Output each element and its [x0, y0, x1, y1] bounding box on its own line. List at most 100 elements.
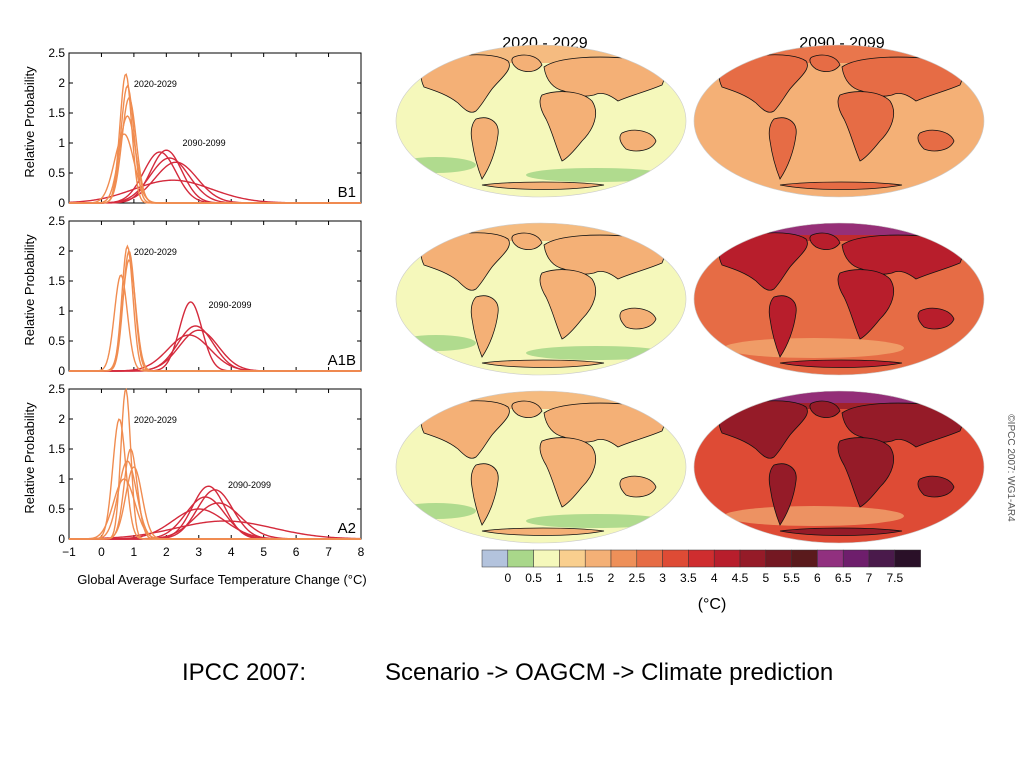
colorbar-swatch: [765, 549, 792, 568]
annotation-2020-2029: 2020-2029: [134, 415, 177, 425]
continent-australia: [619, 307, 657, 330]
x-tick-label: 5: [260, 545, 267, 559]
y-tick-label: 0.5: [48, 502, 65, 516]
ipcc-figure: 0 0.5 1 1.5 2 2.5 2020-2029 2090-2099 B1 0 0.5 1 1.5…: [22, 35, 1016, 613]
y-tick-label: 2: [58, 244, 65, 258]
colorbar-swatch: [584, 549, 612, 568]
copyright-text: ©IPCC 2007: WG1-AR4: [1005, 414, 1016, 522]
pdf-curve-2020-2029: [69, 466, 361, 540]
colorbar-swatch: [610, 549, 638, 568]
colorbar-swatch: [662, 549, 689, 568]
y-tick-label: 2.5: [48, 214, 65, 228]
map-arctic-band: [396, 391, 686, 409]
scenario-label: A1B: [328, 352, 356, 369]
scenario-label: B1: [338, 184, 356, 201]
continent-south-america: [768, 463, 797, 526]
map-cool-band: [396, 503, 476, 519]
continent-antarctica: [481, 527, 605, 536]
colorbar-swatch: [868, 549, 896, 568]
colorbar-swatch: [559, 549, 586, 568]
continent-greenland: [511, 54, 543, 73]
continent-greenland: [511, 232, 543, 251]
map-cool-band: [724, 338, 904, 358]
annotation-2090-2099: 2090-2099: [209, 300, 252, 310]
y-tick-label: 0.5: [48, 334, 65, 348]
continent-antarctica: [779, 181, 903, 190]
x-tick-label: −1: [62, 545, 76, 559]
chart-panel-a2: 00.511.522.5−1 0 1 2 3 4 5 6 7 82020-20292090-209…: [48, 382, 364, 559]
colorbar-swatch: [791, 549, 818, 568]
x-tick-label: 4: [228, 545, 235, 559]
continent-africa: [539, 437, 596, 508]
colorbar-swatch: [688, 549, 715, 568]
map-cool-band: [724, 160, 904, 180]
map-outline: [395, 390, 687, 544]
continent-north-america: [718, 54, 808, 113]
continent-south-america: [470, 295, 499, 358]
colorbar-unit: (°C): [698, 596, 727, 613]
colorbar-swatch: [507, 549, 534, 568]
continent-antarctica: [779, 359, 903, 368]
colorbar-label: 3: [659, 571, 666, 585]
colorbar-label: 1.5: [577, 571, 594, 585]
continent-north-america: [420, 400, 510, 459]
continent-antarctica: [481, 359, 605, 368]
continent-africa: [837, 91, 894, 162]
continent-africa: [837, 269, 894, 340]
chart-panel-a1b: 0 0.5 1 1.5 2 2.5 2020-2029 2090-2099 A1B: [48, 214, 362, 378]
temperature-maps: [395, 44, 985, 544]
x-tick-label: 3: [195, 545, 202, 559]
y-axis-label-a1b: Relative Probability: [22, 234, 37, 346]
map-outline: [693, 222, 985, 376]
continent-greenland: [511, 400, 543, 419]
colorbar-label: 4: [711, 571, 718, 585]
y-tick-label: 0.5: [48, 166, 65, 180]
continent-south-america: [768, 295, 797, 358]
continent-australia: [917, 475, 955, 498]
annotation-2090-2099: 2090-2099: [228, 480, 271, 490]
y-tick-label: 1: [58, 136, 65, 150]
x-tick-label: 6: [293, 545, 300, 559]
continent-north-america: [718, 232, 808, 291]
continent-north-america: [718, 400, 808, 459]
colorbar-label: 3.5: [680, 571, 697, 585]
map-a1b-2020: [395, 222, 687, 376]
colorbar-label: 0: [504, 571, 511, 585]
continent-africa: [539, 269, 596, 340]
colorbar-label: 2: [608, 571, 615, 585]
colorbar-label: 5: [762, 571, 769, 585]
continent-africa: [837, 437, 894, 508]
colorbar-label: 1: [556, 571, 563, 585]
y-tick-label: 0: [58, 532, 65, 546]
map-cool-band: [526, 168, 666, 182]
colorbar: 0 0.5 1 1.5 2 2.5 3 3.5 4 4.5 5 5.5 6 6.5 7 7.5: [481, 549, 921, 585]
colorbar-swatch: [636, 549, 663, 568]
scenario-label: A2: [338, 520, 356, 537]
chart-panel-b1: 0 0.5 1 1.5 2 2.5 2020-2029 2090-2099 B1: [48, 46, 362, 210]
map-outline: [693, 44, 985, 198]
y-tick-label: 1.5: [48, 442, 65, 456]
continent-antarctica: [779, 527, 903, 536]
colorbar-label: 6: [814, 571, 821, 585]
continent-north-america: [420, 54, 510, 113]
plot-frame: [68, 52, 362, 204]
y-tick-label: 1.5: [48, 274, 65, 288]
map-b1-2090: [693, 44, 985, 198]
continent-south-america: [470, 463, 499, 526]
x-tick-label: 2: [163, 545, 170, 559]
colorbar-label: 7.5: [886, 571, 903, 585]
colorbar-label: 7: [866, 571, 873, 585]
pdf-curve-2020-2029: [69, 274, 361, 372]
continent-australia: [619, 475, 657, 498]
map-polar-extreme: [694, 223, 984, 235]
colorbar-swatch: [713, 549, 741, 568]
colorbar-label: 0.5: [525, 571, 542, 585]
colorbar-label: 2.5: [628, 571, 645, 585]
colorbar-label: 6.5: [835, 571, 852, 585]
continent-south-america: [768, 117, 797, 180]
map-a2-2090: [693, 390, 985, 544]
map-cool-band: [396, 335, 476, 351]
line-chart-panels: 0 0.5 1 1.5 2 2.5 2020-2029 2090-2099 B1 0 0.5 1 1.5…: [48, 46, 364, 559]
y-tick-label: 0: [58, 364, 65, 378]
continent-north-america: [420, 232, 510, 291]
